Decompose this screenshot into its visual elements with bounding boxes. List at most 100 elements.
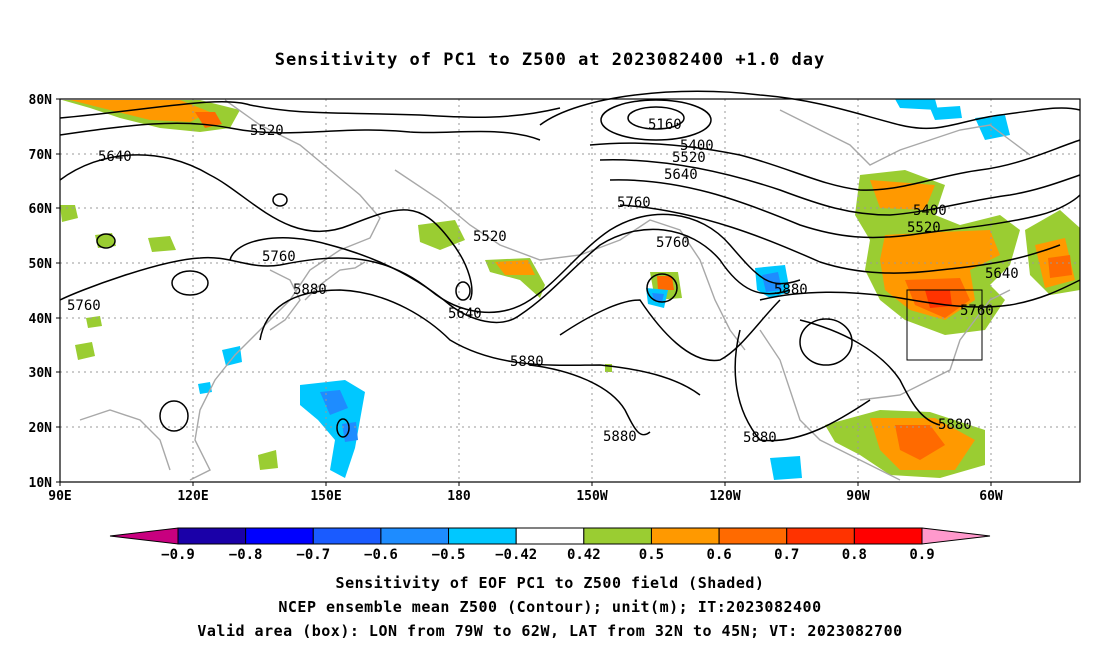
contour-loop [171,270,209,296]
contour-label: 5520 [250,123,284,139]
contour-line [529,364,651,436]
lat-label: 20N [29,421,53,436]
shade-patch [222,346,242,366]
coastline-arctic-canada [779,109,1031,166]
coastline-alaska [394,169,746,351]
shade-patch [60,205,78,222]
lon-label: 150W [576,489,607,504]
lat-label: 10N [29,476,53,491]
colorbar-box [718,527,788,545]
contour-line [759,279,1081,308]
shade-patch [657,276,674,290]
contour-line [59,213,801,313]
colorbar-tick-label: 0.8 [842,547,867,563]
colorbar-labels: −0.9 −0.8 −0.7 −0.6 −0.5 −0.42 0.42 0.5 0.6 0.7 0.… [161,547,935,563]
shade-patch [770,456,802,480]
colorbar-box [245,527,314,545]
contour-label: 5760 [67,298,101,314]
coastline-indochina [79,409,171,471]
colorbar-box [448,527,517,545]
shade-patch [258,450,278,470]
colorbar-tick-label: −0.7 [296,547,330,563]
colorbar-tick-label: 0.6 [706,547,731,563]
colorbar-tick-label: 0.7 [774,547,799,563]
coastline-mexico [759,329,901,481]
lon-label: 180 [447,489,471,504]
footer-line-3: Valid area (box): LON from 79W to 62W, L… [197,622,903,640]
colorbar: −0.9 −0.8 −0.7 −0.6 −0.5 −0.42 0.42 0.5 0.6 0.7 0.… [109,527,991,563]
colorbar-box [515,527,585,545]
contour-label: 5640 [448,306,482,322]
footer-line-1: Sensitivity of EOF PC1 to Z500 field (Sh… [335,574,765,592]
contour-loop [799,318,853,366]
contour-label: 5640 [664,167,698,183]
coastlines [79,99,1031,481]
shade-patch [75,342,95,360]
contour-label: 5520 [473,229,507,245]
contour-loop [600,99,712,141]
shade-patch [198,382,212,394]
contour-label: 5400 [680,138,714,154]
colorbar-tick-label: 0.42 [567,547,601,563]
contour-label: 5880 [510,354,544,370]
contour-loop [159,400,189,432]
contour-line [599,159,1081,216]
coastline-korea [269,269,301,331]
shade-patch [930,106,962,120]
contour-label: 5760 [262,249,296,265]
lat-label: 70N [29,148,53,163]
valid-area-box [906,289,983,361]
shade-patch [870,180,935,210]
colorbar-box [312,527,382,545]
contour-labels: 5520 5640 5160 5400 5520 5640 5760 5760 … [67,117,1019,446]
contour-line [59,154,473,301]
contour-line [539,90,1081,130]
colorbar-box [853,527,923,545]
lon-label: 120E [177,489,208,504]
lon-label: 150E [310,489,341,504]
contour-label: 5880 [743,430,777,446]
contour-line [799,319,941,426]
shade-patch [86,316,102,328]
axis-ticks [56,98,992,486]
contour-label: 5760 [960,303,994,319]
contour-line [589,139,1081,191]
contour-loop [96,233,116,249]
contour-label: 5640 [985,266,1019,282]
contour-label: 5400 [913,203,947,219]
contour-line [229,228,791,324]
colorbar-tick-label: −0.9 [161,547,195,563]
shade-patch [95,233,116,248]
colorbar-box [786,527,855,545]
contour-label: 5880 [603,429,637,445]
contour-line [619,204,1061,274]
sensitivity-shading [60,99,1080,480]
contour-loop [646,273,678,303]
contour-line [609,179,1081,239]
map-frame [59,98,1081,483]
coastline-japan [304,261,366,301]
colorbar-tick-label: 0.5 [639,547,664,563]
lat-label: 30N [29,366,53,381]
colorbar-tick-label: 0.9 [909,547,934,563]
colorbar-box [177,527,247,545]
contour-label: 5520 [907,220,941,236]
shade-patch [895,425,945,460]
latitude-labels: 80N 70N 60N 50N 40N 30N 20N 10N [29,93,53,491]
contour-loop [455,281,471,301]
lat-label: 50N [29,257,53,272]
shade-patch [195,112,222,128]
colorbar-left-arrow [109,527,179,545]
contour-line [59,122,541,141]
contour-line [734,329,871,442]
contour-loop [627,106,685,130]
contour-label: 5760 [656,235,690,251]
colorbar-right-arrow [921,527,991,545]
lon-label: 120W [709,489,740,504]
contour-label: 5880 [293,282,327,298]
colorbar-tick-label: −0.8 [229,547,263,563]
contour-label: 5880 [938,417,972,433]
contour-label: 5760 [617,195,651,211]
contour-line [559,299,781,362]
